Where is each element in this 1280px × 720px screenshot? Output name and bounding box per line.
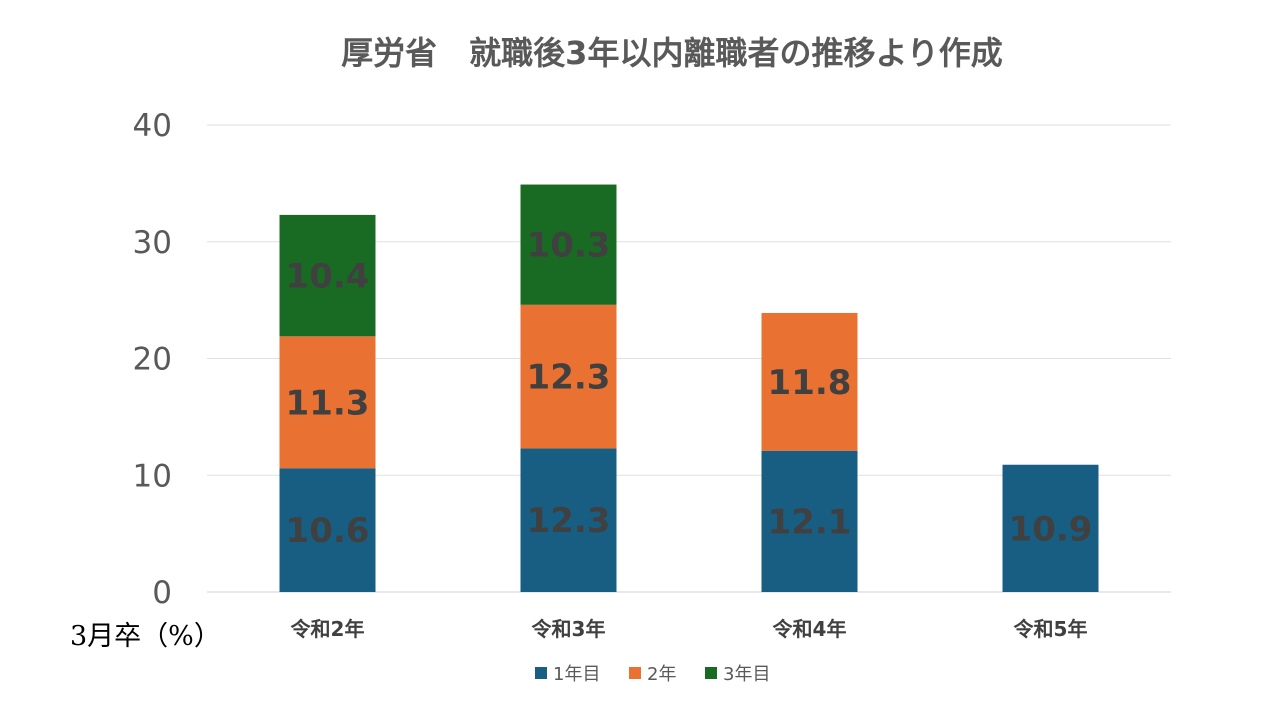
chart-title: 厚労省 就職後3年以内離職者の推移より作成: [341, 34, 1003, 72]
y-tick-label: 30: [133, 225, 172, 261]
bar-segment: [279, 468, 376, 592]
legend-label: 2年: [647, 664, 676, 685]
bar-segment: [1002, 464, 1099, 592]
data-label: 10.3: [527, 226, 611, 266]
y-tick-label: 10: [133, 458, 172, 494]
data-label: 12.1: [768, 502, 852, 542]
legend-swatch: [705, 667, 717, 679]
legend-label: 3年目: [723, 664, 770, 685]
legend-swatch: [535, 667, 547, 679]
legend-label: 1年目: [553, 664, 600, 685]
bar-segment: [761, 450, 858, 592]
data-label: 11.3: [286, 383, 370, 423]
category-labels: 令和2年 令和3年 令和4年 令和5年: [291, 617, 1088, 641]
y-tick-label: 40: [133, 108, 172, 144]
data-label: 10.4: [286, 257, 370, 297]
data-label: 10.6: [286, 511, 370, 551]
data-label: 11.8: [768, 363, 852, 403]
category-label: 令和4年: [773, 617, 847, 641]
y-tick-label: 20: [133, 342, 172, 378]
category-label: 令和2年: [291, 617, 365, 641]
bar-segment: [520, 448, 617, 592]
x-axis-unit-note: 3月卒（%）: [70, 621, 221, 652]
bar-segment: [520, 304, 617, 449]
legend: 1年目 2年 3年目: [535, 664, 770, 685]
data-label: 12.3: [527, 501, 611, 541]
bar-segment: [279, 336, 376, 469]
y-axis-ticks: 0 10 20 30 40: [133, 108, 172, 611]
y-tick-label: 0: [152, 575, 172, 611]
bar-segment: [520, 184, 617, 305]
data-label: 12.3: [527, 358, 611, 398]
category-label: 令和5年: [1014, 617, 1088, 641]
bar-segment: [761, 312, 858, 451]
data-labels: 10.6 11.3 10.4 12.3 12.3 10.3 12.1 11.8 10.9: [286, 226, 1093, 551]
bar-segment: [279, 214, 376, 337]
data-label: 10.9: [1009, 509, 1093, 549]
bars: [279, 184, 1099, 592]
category-label: 令和3年: [532, 617, 606, 641]
legend-swatch: [629, 667, 641, 679]
